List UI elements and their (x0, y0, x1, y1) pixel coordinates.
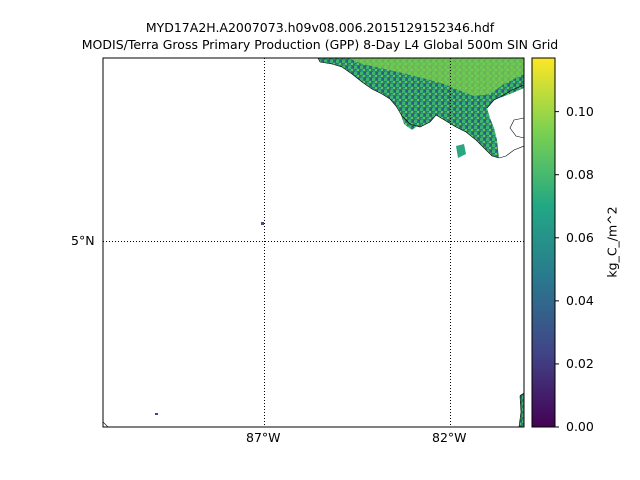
colorbar-tick-label: 0.04 (566, 292, 594, 308)
lat-label-5n: 5°N (71, 233, 95, 248)
coastline-caribbean (486, 84, 524, 109)
map-frame (102, 57, 525, 428)
lon-label-87w: 87°W (246, 430, 281, 445)
colorbar-tick-label: 0.02 (566, 355, 594, 371)
colorbar-label: kg_C_/m^2 (604, 206, 620, 278)
land-data-isolated-pixel (261, 222, 264, 225)
lon-label-82w: 82°W (432, 430, 467, 445)
land-data-azuero (456, 144, 466, 158)
coastline-corner (103, 421, 109, 427)
gpp-data-layer (155, 58, 524, 427)
coastline-gulf-uraba (509, 117, 524, 139)
colorbar-tick-label: 0.00 (566, 419, 594, 434)
coastline-colombia (518, 392, 524, 427)
graticule (103, 58, 524, 427)
colorbar-tick-label: 0.06 (566, 229, 594, 245)
coastlines (103, 58, 524, 427)
colorbar-tick-label: 0.08 (566, 166, 594, 182)
land-data-isolated-pixel (155, 413, 158, 415)
colorbar (531, 57, 556, 428)
colorbar-ticks (555, 111, 559, 428)
land-data-greenbelt (348, 58, 524, 96)
coastline-central-america (317, 58, 524, 159)
figure-title-product: MODIS/Terra Gross Primary Production (GP… (81, 37, 559, 52)
colorbar-tick-label: 0.10 (566, 103, 594, 119)
figure-title-filename: MYD17A2H.A2007073.h09v08.006.20151291523… (145, 20, 495, 35)
